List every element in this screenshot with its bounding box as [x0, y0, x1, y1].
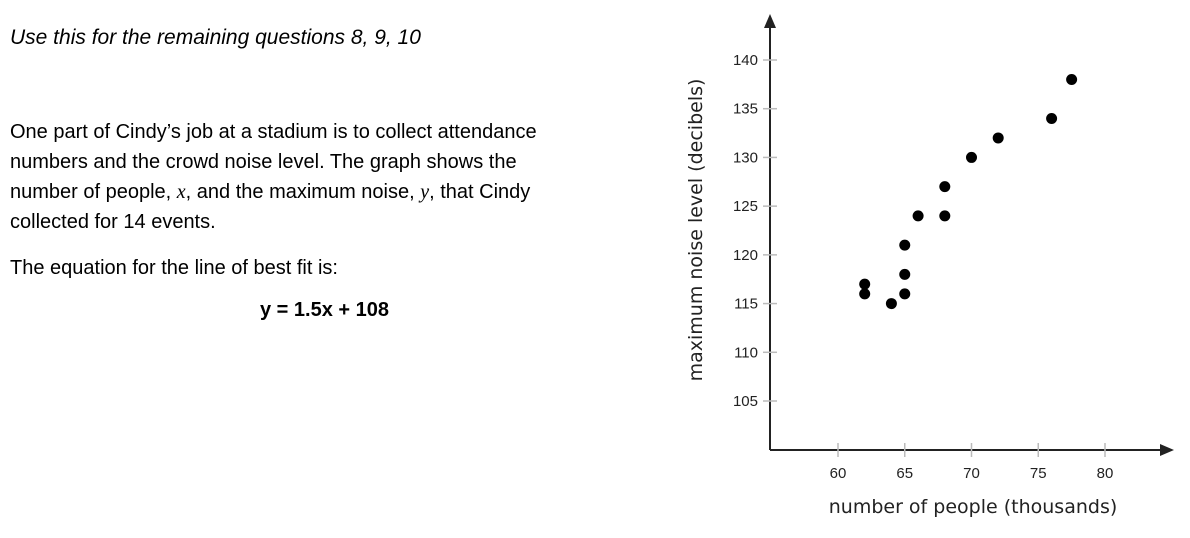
data-points [859, 73, 1078, 310]
data-point [939, 210, 951, 222]
y-tick-label: 110 [734, 344, 758, 361]
y-tick-label: 130 [733, 149, 758, 166]
text-panel: Use this for the remaining questions 8, … [10, 26, 650, 321]
y-tick-label: 135 [733, 101, 758, 118]
x-tick-label: 60 [830, 465, 847, 482]
y-tick-label: 125 [733, 198, 758, 215]
y-tick-label: 140 [733, 52, 758, 69]
x-tick-label: 75 [1030, 465, 1047, 482]
y-axis-title: maximum noise level (decibels) [685, 79, 707, 382]
data-point [1066, 73, 1078, 85]
description-line-3a: number of people, [10, 181, 177, 203]
description-line-2: numbers and the crowd noise level. The g… [10, 151, 517, 173]
x-tick-label: 70 [963, 465, 980, 482]
y-axis-arrow [764, 14, 776, 28]
intro-text: Use this for the remaining questions 8, … [10, 26, 421, 49]
axis-ticks: 60 65 70 75 80 105 110 115 120 125 130 135 140 [733, 52, 1113, 482]
data-point [899, 268, 911, 280]
y-tick-label: 120 [733, 247, 758, 264]
equation-intro: The equation for the line of best fit is… [10, 257, 338, 279]
description-line-3c: , that Cindy [429, 181, 531, 203]
description-line-3b: , and the maximum noise, [185, 181, 421, 203]
description-line-4: collected for 14 events. [10, 211, 216, 233]
data-point [912, 210, 924, 222]
x-tick-label: 80 [1097, 465, 1114, 482]
y-tick-label: 105 [733, 393, 758, 410]
problem-description: One part of Cindy’s job at a stadium is … [10, 117, 650, 237]
axes [764, 14, 1174, 456]
data-point [859, 288, 871, 300]
data-point [1046, 112, 1058, 124]
data-point [885, 298, 897, 310]
data-point [859, 278, 871, 290]
y-tick-label: 115 [734, 296, 758, 313]
variable-x: x [176, 181, 186, 203]
data-point [939, 181, 951, 193]
data-point [899, 239, 911, 251]
x-axis-title: number of people (thousands) [829, 496, 1118, 518]
x-tick-label: 65 [896, 465, 913, 482]
data-point [899, 288, 911, 300]
data-point [992, 132, 1004, 144]
data-point [966, 151, 977, 163]
description-line-1: One part of Cindy’s job at a stadium is … [10, 121, 537, 143]
best-fit-equation: y = 1.5x + 108 [260, 299, 390, 321]
x-axis-arrow [1160, 444, 1174, 456]
scatter-chart: 60 65 70 75 80 105 110 115 120 125 130 135 140 numbe… [685, 14, 1174, 518]
variable-y: y [420, 181, 430, 203]
